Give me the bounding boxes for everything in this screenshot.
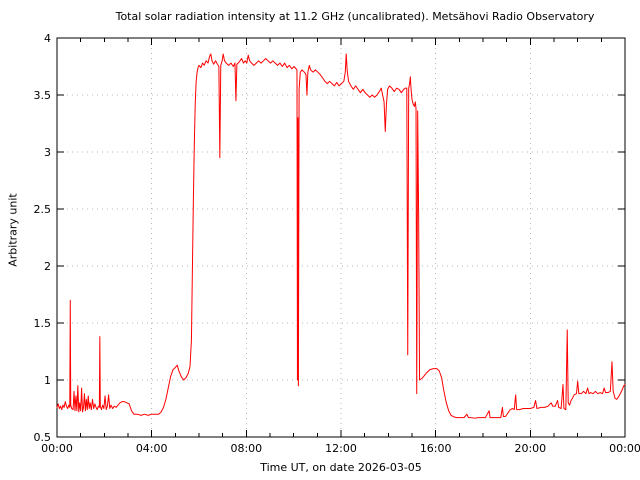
data-series-line (56, 53, 626, 419)
y-tick-label: 2.5 (34, 203, 52, 216)
y-tick-label: 4 (44, 32, 51, 45)
chart-title: Total solar radiation intensity at 11.2 … (115, 10, 595, 23)
x-tick-label: 04:00 (136, 442, 168, 455)
x-tick-label: 20:00 (514, 442, 546, 455)
x-tick-label: 12:00 (325, 442, 357, 455)
x-axis-label: Time UT, on date 2026-03-05 (260, 461, 422, 474)
x-tick-label: 00:00 (609, 442, 640, 455)
y-tick-label: 1.5 (34, 317, 52, 330)
x-tick-label: 00:00 (41, 442, 73, 455)
x-tick-label: 08:00 (230, 442, 262, 455)
plot-border (56, 37, 626, 438)
y-tick-label: 3.5 (34, 89, 52, 102)
y-tick-label: 3 (44, 146, 51, 159)
x-tick-label: 16:00 (420, 442, 452, 455)
y-tick-label: 2 (44, 260, 51, 273)
y-tick-label: 0.5 (34, 431, 52, 444)
y-tick-label: 1 (44, 374, 51, 387)
